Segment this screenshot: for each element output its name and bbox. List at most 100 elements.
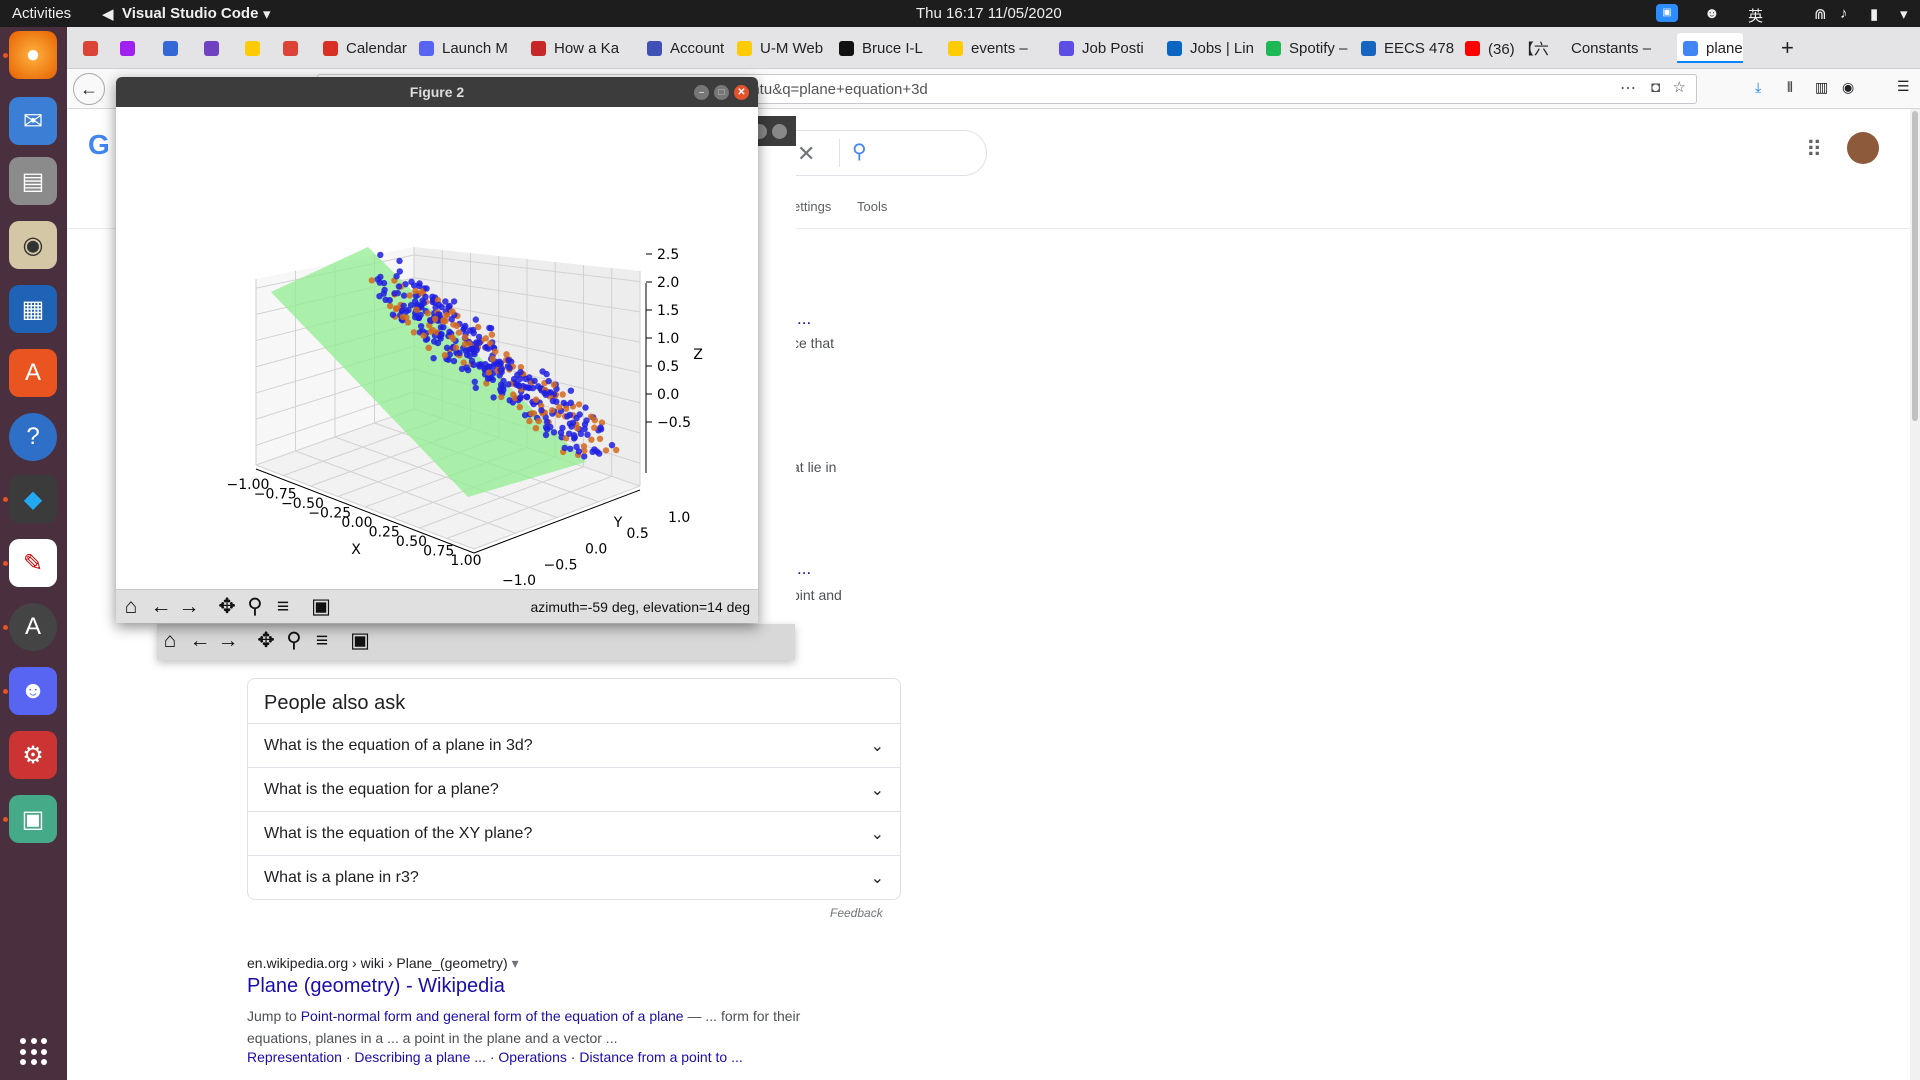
browser-tab[interactable]: Launch M <box>413 33 521 63</box>
browser-tab[interactable]: Bruce I-L <box>833 33 938 63</box>
software-icon[interactable]: A <box>9 349 57 397</box>
browser-tab[interactable]: Calendar <box>317 33 409 63</box>
browser-tab[interactable] <box>277 33 313 63</box>
inkscape-icon[interactable]: A <box>9 603 57 651</box>
show-applications-icon[interactable] <box>20 1038 48 1066</box>
browser-tab[interactable]: Spotify – <box>1260 33 1351 63</box>
browser-tab[interactable]: Jobs | Lin <box>1161 33 1256 63</box>
image-viewer-icon[interactable]: ▣ <box>9 795 57 843</box>
back-button[interactable]: ← <box>73 73 105 105</box>
snippet-jump-link[interactable]: Point-normal form and general form of th… <box>300 1008 684 1024</box>
zoom-icon[interactable]: ⚲ <box>247 595 263 618</box>
pan-icon[interactable]: ✥ <box>257 629 275 652</box>
browser-tab[interactable]: How a Ka <box>525 33 637 63</box>
library-icon[interactable]: ⫴ <box>1787 79 1793 95</box>
browser-tab[interactable]: Job Posti <box>1053 33 1157 63</box>
browser-tab[interactable] <box>77 33 110 63</box>
thunderbird-icon[interactable]: ✉ <box>9 97 57 145</box>
browser-tab[interactable]: Account <box>641 33 727 63</box>
settings-tools-icon[interactable]: ⚙ <box>9 731 57 779</box>
browser-tab[interactable] <box>114 33 153 63</box>
browser-tab[interactable]: events – <box>942 33 1049 63</box>
browser-tab[interactable] <box>157 33 194 63</box>
sitelink[interactable]: Operations <box>498 1049 567 1065</box>
tab-active[interactable]: plane✕ <box>1677 33 1743 63</box>
settings-tab[interactable]: ettings <box>793 199 832 214</box>
paa-question[interactable]: What is the equation of the XY plane? ⌄ <box>248 811 900 855</box>
minimize-icon[interactable]: – <box>694 85 709 100</box>
close-icon[interactable]: ✕ <box>734 85 749 100</box>
home-icon[interactable]: ⌂ <box>163 629 177 652</box>
menu-icon[interactable]: ☰ <box>1897 78 1910 94</box>
browser-tab[interactable]: Constants – <box>1565 33 1673 63</box>
result-title-fragment[interactable]: ... <box>797 559 812 578</box>
paa-question[interactable]: What is the equation for a plane? ⌄ <box>248 767 900 811</box>
bookmark-star-icon[interactable]: ☆ <box>1672 79 1686 96</box>
volume-icon[interactable]: ♪ <box>1840 5 1848 22</box>
save-icon[interactable]: ▣ <box>350 629 370 652</box>
maximize-icon[interactable]: □ <box>714 85 729 100</box>
sitelink[interactable]: Distance from a point to ... <box>579 1049 743 1065</box>
sidebar-icon[interactable]: ▥ <box>1815 79 1829 95</box>
browser-tab[interactable]: U-M Web <box>731 33 829 63</box>
pan-icon[interactable]: ✥ <box>218 595 236 618</box>
save-icon[interactable]: ▣ <box>311 595 331 618</box>
result-title-fragment[interactable]: ... <box>797 309 812 328</box>
apps-grid-icon[interactable]: ⠿ <box>1806 137 1822 162</box>
configure-icon[interactable]: ≡ <box>315 629 329 652</box>
vscode-icon[interactable]: ◆ <box>9 475 57 523</box>
page-scrollbar[interactable] <box>1910 109 1920 1080</box>
page-actions-icon[interactable]: ⋯ <box>1620 80 1636 97</box>
pocket-icon[interactable]: ◘ <box>1650 79 1660 96</box>
result-title-link[interactable]: Plane (geometry) - Wikipedia <box>247 975 505 997</box>
firefox-icon[interactable]: ● <box>9 31 57 79</box>
paa-question[interactable]: What is a plane in r3? ⌄ <box>248 855 900 899</box>
ime-indicator[interactable]: 英 <box>1748 8 1764 25</box>
data-point <box>583 417 590 424</box>
forward-arrow-icon[interactable]: → <box>217 629 239 652</box>
forward-arrow-icon[interactable]: → <box>178 595 200 618</box>
zoom-icon[interactable]: ⚲ <box>286 629 302 652</box>
browser-tab[interactable]: EECS 478 <box>1355 33 1455 63</box>
system-menu-chevron-icon[interactable]: ▾ <box>1900 6 1908 23</box>
avatar[interactable] <box>1847 132 1879 164</box>
account-icon[interactable]: ◉ <box>1842 79 1855 95</box>
battery-icon[interactable]: ▮ <box>1870 6 1879 23</box>
3d-scatter-plot[interactable]: −1.00−0.75−0.50−0.250.000.250.500.751.00… <box>116 107 758 589</box>
sitelink[interactable]: Describing a plane ... <box>354 1049 486 1065</box>
google-logo-fragment[interactable]: G <box>88 129 110 160</box>
sitelink[interactable]: Representation <box>247 1049 342 1065</box>
scrollbar-thumb[interactable] <box>1912 111 1918 421</box>
back-arrow-icon[interactable]: ← <box>150 595 172 618</box>
wifi-icon[interactable]: ⋒ <box>1814 6 1827 23</box>
browser-tab[interactable] <box>239 33 273 63</box>
tools-tab[interactable]: Tools <box>857 199 888 214</box>
downloads-icon[interactable]: ⤓ <box>1755 79 1762 95</box>
writer-icon[interactable]: ▦ <box>9 285 57 333</box>
clear-search-icon[interactable]: ✕ <box>797 141 816 166</box>
back-arrow-icon[interactable]: ← <box>189 629 211 652</box>
zoom-icon[interactable]: ▣ <box>1656 4 1678 22</box>
browser-tab[interactable]: (36) 【六 <box>1459 33 1561 63</box>
search-icon[interactable]: ⚲ <box>852 141 867 163</box>
app-menu[interactable]: Visual Studio Code <box>122 5 259 22</box>
home-icon[interactable]: ⌂ <box>124 595 138 618</box>
evince-icon[interactable]: ✎ <box>9 539 57 587</box>
discord-icon[interactable]: ☻ <box>1704 5 1720 22</box>
configure-icon[interactable]: ≡ <box>276 595 290 618</box>
result-breadcrumb[interactable]: en.wikipedia.org › wiki › Plane_(geometr… <box>247 955 519 972</box>
figure-titlebar[interactable]: Figure 2 – □ ✕ <box>116 77 758 107</box>
clock[interactable]: Thu 16:17 11/05/2020 <box>916 5 1062 22</box>
tab-label: Bruce I-L <box>862 39 923 57</box>
close-icon[interactable] <box>772 124 787 139</box>
chevron-down-icon[interactable]: ▾ <box>511 955 519 971</box>
help-icon[interactable]: ? <box>9 413 57 461</box>
files-icon[interactable]: ▤ <box>9 157 57 205</box>
browser-tab[interactable] <box>198 33 235 63</box>
paa-question[interactable]: What is the equation of a plane in 3d? ⌄ <box>248 723 900 767</box>
feedback-link[interactable]: Feedback <box>830 906 883 920</box>
activities-button[interactable]: Activities <box>12 5 72 22</box>
new-tab-button[interactable]: + <box>1781 35 1794 60</box>
discord-dock-icon[interactable]: ☻ <box>9 667 57 715</box>
rhythmbox-icon[interactable]: ◉ <box>9 221 57 269</box>
